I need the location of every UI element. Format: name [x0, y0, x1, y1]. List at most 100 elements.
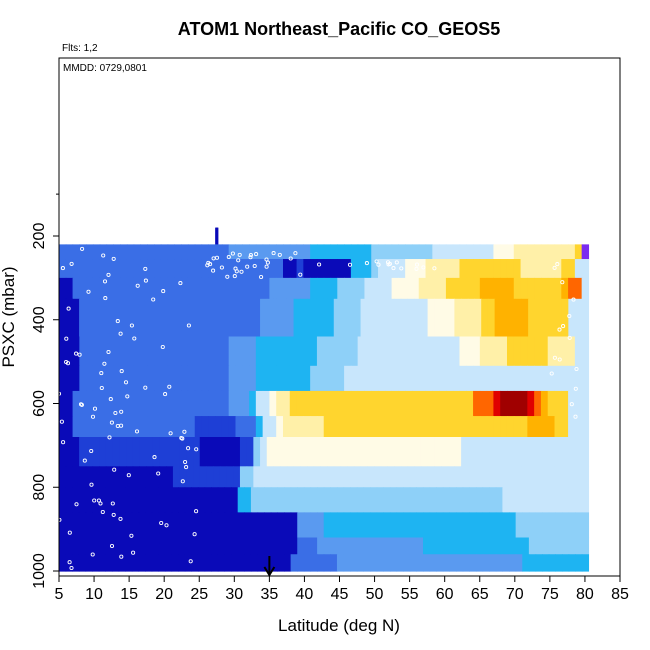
heatmap-cell [186, 298, 194, 338]
heatmap-cell [132, 298, 141, 338]
heatmap-cell [106, 277, 114, 300]
heatmap-cell [126, 244, 135, 260]
heatmap-cell [500, 390, 508, 417]
heatmap-cell [442, 487, 451, 513]
heatmap-cell [575, 554, 583, 572]
heatmap-cell [79, 244, 87, 260]
sample-point [225, 274, 230, 279]
heatmap-cell [367, 298, 375, 338]
sample-point [226, 254, 231, 260]
heatmap-cell [575, 437, 583, 467]
heatmap-cell [289, 259, 298, 279]
heatmap-cell [411, 365, 420, 392]
heatmap-cell [403, 537, 411, 555]
heatmap-cell [181, 365, 189, 392]
heatmap-cell [422, 512, 431, 539]
heatmap-cell [184, 487, 192, 513]
sample-point [64, 359, 69, 365]
heatmap-cell [515, 487, 523, 513]
x-tick-label: 45 [331, 586, 349, 603]
heatmap-cell [323, 244, 332, 260]
heatmap-cell [289, 336, 298, 367]
heatmap-cell [411, 244, 420, 260]
heatmap-cell [330, 487, 338, 513]
heatmap-cell [172, 466, 181, 488]
heatmap-cell [160, 259, 169, 279]
heatmap-cell [242, 244, 250, 260]
heatmap-cell [405, 416, 413, 438]
heatmap-cell [112, 298, 120, 338]
heatmap-cell [534, 437, 543, 467]
heatmap-cell [213, 437, 221, 467]
heatmap-cell [479, 336, 488, 367]
heatmap-cell [389, 554, 398, 572]
sample-point [555, 262, 560, 267]
heatmap-cell [79, 365, 87, 392]
heatmap-cell [554, 336, 562, 367]
heatmap-cell [228, 416, 237, 438]
heatmap-cell [515, 512, 523, 539]
heatmap-cell [270, 487, 278, 513]
heatmap-cell [474, 298, 482, 338]
heatmap-cell [249, 390, 257, 417]
heatmap-cell [171, 554, 179, 572]
heatmap-cell [257, 487, 265, 513]
heatmap-cell [535, 512, 543, 539]
heatmap-cell [387, 437, 395, 467]
heatmap-cell [283, 244, 291, 260]
heatmap-cell [204, 554, 212, 572]
heatmap-cell [65, 466, 73, 488]
heatmap-cell [204, 487, 212, 513]
heatmap-cell [131, 512, 140, 539]
heatmap-cell [466, 336, 474, 367]
heatmap-cell [416, 512, 424, 539]
heatmap-cell [113, 259, 121, 279]
heatmap-cell [330, 365, 338, 392]
heatmap-cell [226, 437, 234, 467]
heatmap-cell [373, 437, 382, 467]
heatmap-cell [270, 554, 278, 572]
heatmap-cell [158, 487, 166, 513]
heatmap-cell [506, 390, 515, 417]
heatmap-cell [154, 416, 162, 438]
heatmap-cell [449, 487, 457, 513]
heatmap-cell [276, 390, 284, 417]
heatmap-cell [434, 437, 442, 467]
heatmap-cell [273, 466, 281, 488]
heatmap-cell [398, 416, 406, 438]
heatmap-cell [427, 298, 435, 338]
heatmap-cell [439, 277, 447, 300]
heatmap-cell [235, 365, 243, 392]
heatmap-cell [151, 554, 159, 572]
heatmap-cell [92, 437, 100, 467]
heatmap-cell [400, 466, 409, 488]
heatmap-cell [154, 244, 162, 260]
sample-point [108, 397, 113, 402]
sample-point [264, 264, 269, 269]
heatmap-cell [246, 437, 254, 467]
heatmap-cell [501, 437, 509, 467]
sample-point [129, 533, 134, 538]
heatmap-cell [360, 437, 368, 467]
heatmap-cell [167, 416, 175, 438]
heatmap-cell [541, 437, 549, 467]
heatmap-cell [495, 554, 504, 572]
heatmap-cell [320, 437, 328, 467]
heatmap-cell [414, 466, 422, 488]
heatmap-cell [427, 437, 435, 467]
heatmap-cell [389, 512, 398, 539]
heatmap-cell [568, 416, 576, 438]
heatmap-cell [554, 416, 562, 438]
heatmap-cell [548, 554, 556, 572]
heatmap-cell [534, 390, 542, 417]
heatmap-cell [534, 259, 542, 279]
heatmap-cell [164, 554, 173, 572]
heatmap-cell [350, 390, 359, 417]
heatmap-cell [310, 365, 318, 392]
heatmap-cell [306, 466, 315, 488]
heatmap-cell [500, 259, 508, 279]
heatmap-cell [384, 416, 393, 438]
heatmap-cell [414, 437, 422, 467]
sample-point [89, 448, 94, 454]
heatmap-cell [217, 537, 226, 555]
